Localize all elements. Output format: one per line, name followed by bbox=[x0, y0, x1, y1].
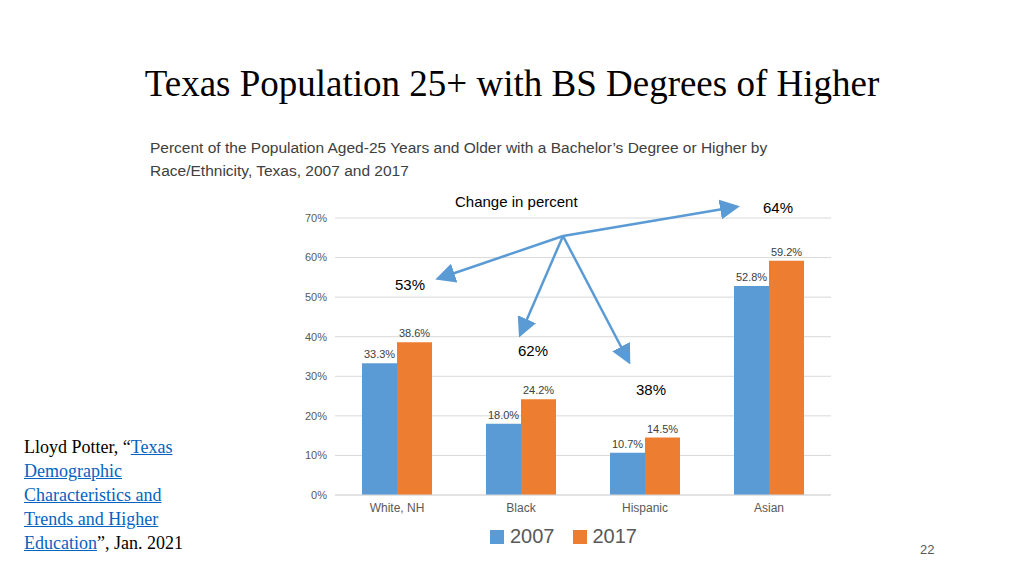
html-text:22: 22 bbox=[920, 542, 935, 557]
svg-text:50%: 50% bbox=[305, 291, 327, 303]
svg-text:Asian: Asian bbox=[754, 501, 784, 515]
svg-text:24.2%: 24.2% bbox=[523, 384, 554, 396]
html-text:Lloyd Potter, “ Texas Demograp: Lloyd Potter, “ Texas Demographic Charac… bbox=[24, 437, 183, 553]
svg-text:Hispanic: Hispanic bbox=[622, 501, 668, 515]
svg-text:64%: 64% bbox=[763, 199, 793, 216]
html-text:Texas Population 25+ with BS D: Texas Population 25+ with BS Degrees of … bbox=[144, 63, 880, 104]
svg-text:38%: 38% bbox=[636, 381, 666, 398]
svg-text:60%: 60% bbox=[305, 251, 327, 263]
svg-text:10.7%: 10.7% bbox=[612, 438, 643, 450]
svg-text:40%: 40% bbox=[305, 331, 327, 343]
svg-text:59.2%: 59.2% bbox=[771, 246, 802, 258]
svg-text:White, NH: White, NH bbox=[370, 501, 425, 515]
svg-text:33.3%: 33.3% bbox=[364, 348, 395, 360]
svg-text:0%: 0% bbox=[311, 489, 327, 501]
svg-text:70%: 70% bbox=[305, 212, 327, 224]
html-text:2007: 2007 bbox=[510, 525, 555, 547]
svg-text:38.6%: 38.6% bbox=[399, 327, 430, 339]
svg-text:14.5%: 14.5% bbox=[647, 423, 678, 435]
html-text:Percent of the Population Aged: Percent of the Population Aged-25 Years … bbox=[150, 139, 768, 179]
svg-text:30%: 30% bbox=[305, 370, 327, 382]
svg-text:52.8%: 52.8% bbox=[736, 271, 767, 283]
svg-text:20%: 20% bbox=[305, 410, 327, 422]
svg-text:62%: 62% bbox=[518, 342, 548, 359]
svg-text:53%: 53% bbox=[395, 276, 425, 293]
svg-text:18.0%: 18.0% bbox=[488, 409, 519, 421]
svg-text:10%: 10% bbox=[305, 449, 327, 461]
html-text:2017: 2017 bbox=[592, 525, 637, 547]
svg-text:Black: Black bbox=[506, 501, 536, 515]
svg-text:Change in percent: Change in percent bbox=[455, 193, 578, 210]
